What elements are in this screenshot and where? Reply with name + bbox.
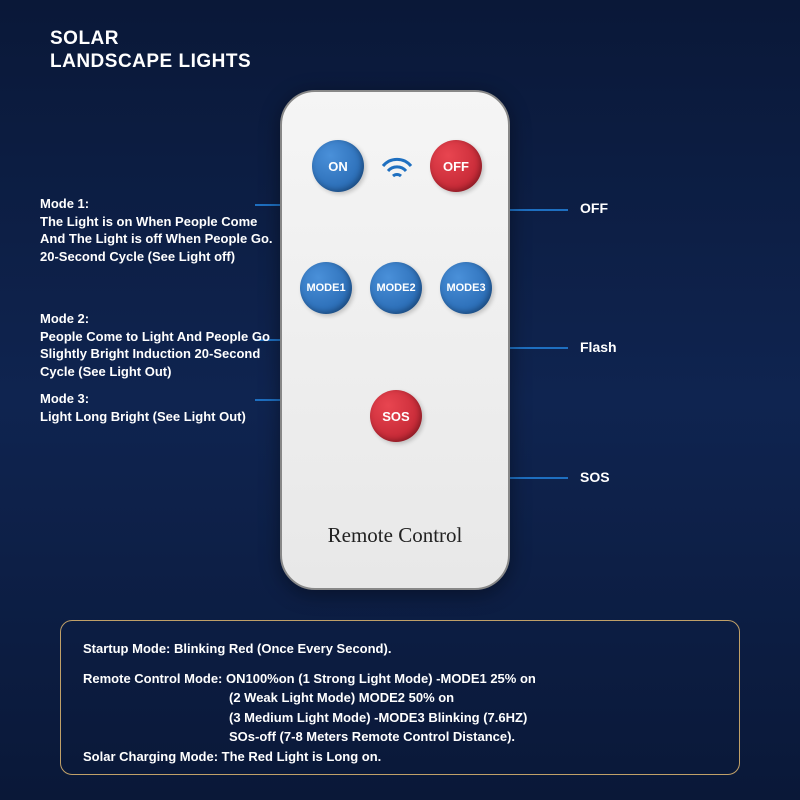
info-rc2: (2 Weak Light Mode) MODE2 50% on (229, 688, 717, 708)
mode3-button[interactable]: MODE3 (440, 262, 492, 314)
mode3-title: Mode 3: (40, 390, 275, 408)
info-rc1: Remote Control Mode: ON100%on (1 Strong … (83, 669, 717, 689)
info-solar: Solar Charging Mode: The Red Light is Lo… (83, 747, 717, 767)
on-button-label: ON (328, 159, 348, 174)
mode1-button-label: MODE1 (306, 282, 345, 294)
mode1-button[interactable]: MODE1 (300, 262, 352, 314)
mode1-body: The Light is on When People Come And The… (40, 213, 275, 266)
mode2-button[interactable]: MODE2 (370, 262, 422, 314)
mode3-body: Light Long Bright (See Light Out) (40, 408, 275, 426)
info-rc3: (3 Medium Light Mode) -MODE3 Blinking (7… (229, 708, 717, 728)
info-startup: Startup Mode: Blinking Red (Once Every S… (83, 639, 717, 659)
mode3-button-label: MODE3 (446, 282, 485, 294)
off-button[interactable]: OFF (430, 140, 482, 192)
mode1-title: Mode 1: (40, 195, 275, 213)
sos-button[interactable]: SOS (370, 390, 422, 442)
off-button-label: OFF (443, 159, 469, 174)
mode3-note: Mode 3: Light Long Bright (See Light Out… (40, 390, 275, 425)
wifi-icon (377, 152, 417, 185)
info-box: Startup Mode: Blinking Red (Once Every S… (60, 620, 740, 775)
remote-label: Remote Control (282, 523, 508, 548)
remote-body: ON OFF MODE1 MODE2 MODE3 SOS Remote Cont… (280, 90, 510, 590)
mode2-note: Mode 2: People Come to Light And People … (40, 310, 275, 380)
sos-label: SOS (580, 469, 610, 485)
info-rc4: SOs-off (7-8 Meters Remote Control Dista… (229, 727, 717, 747)
mode2-title: Mode 2: (40, 310, 275, 328)
on-button[interactable]: ON (312, 140, 364, 192)
off-label: OFF (580, 200, 608, 216)
flash-label: Flash (580, 339, 617, 355)
sos-button-label: SOS (382, 409, 409, 424)
mode1-note: Mode 1: The Light is on When People Come… (40, 195, 275, 265)
mode2-button-label: MODE2 (376, 282, 415, 294)
mode2-body: People Come to Light And People Go Sligh… (40, 328, 275, 381)
